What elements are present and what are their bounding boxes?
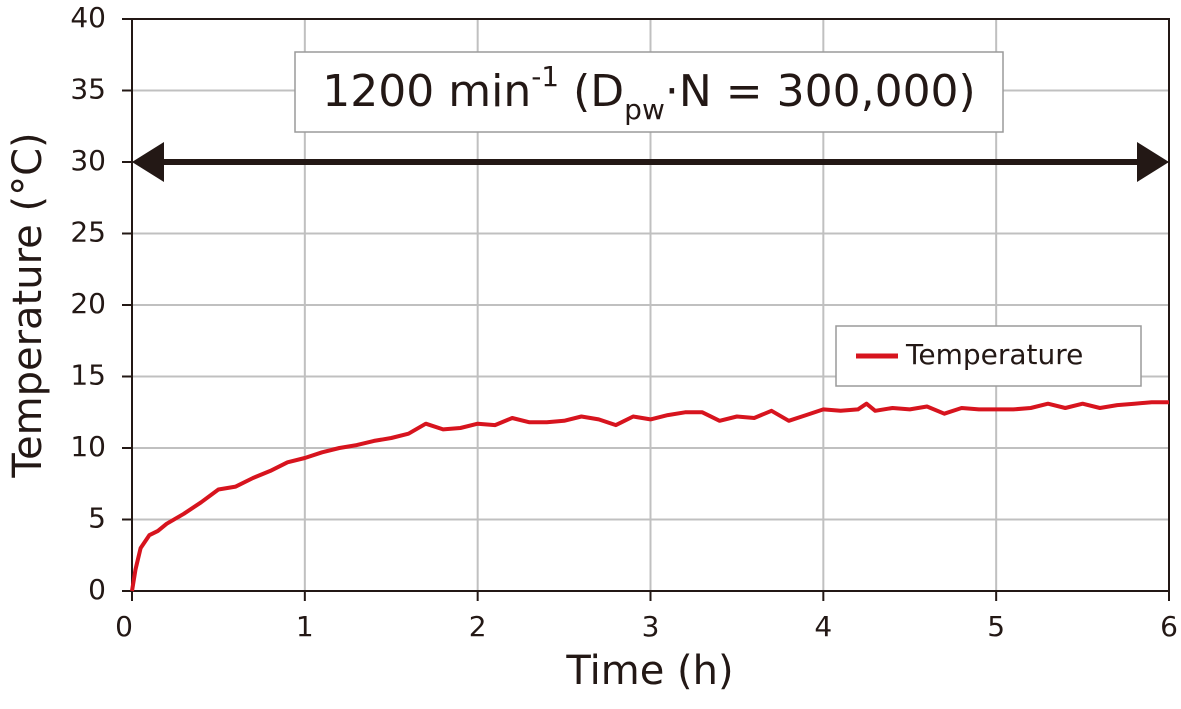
arrow-head xyxy=(1137,142,1169,182)
annotation-part: pw xyxy=(624,93,665,126)
annotation: 1200 min-1 (Dpw·N = 300,000) xyxy=(322,60,975,126)
arrow-head xyxy=(132,142,164,182)
line-series xyxy=(130,400,1169,592)
y-tick-label: 5 xyxy=(88,502,106,535)
annotation-part: 1200 min xyxy=(322,66,531,117)
y-tick-label: 20 xyxy=(70,287,106,320)
annotation-part: -1 xyxy=(531,60,559,93)
y-tick-label: 35 xyxy=(70,73,106,106)
x-tick-label: 6 xyxy=(1160,610,1178,643)
y-axis-title: Temperature (°C) xyxy=(5,132,51,478)
legend-label: Temperature xyxy=(905,338,1083,371)
y-tick-label: 15 xyxy=(70,359,106,392)
x-tick-label: 5 xyxy=(987,610,1005,643)
x-tick-label: 3 xyxy=(642,610,660,643)
x-tick-label: 0 xyxy=(115,610,133,643)
y-tick-label: 30 xyxy=(70,144,106,177)
y-tick-label: 0 xyxy=(88,573,106,606)
y-tick-label: 40 xyxy=(70,1,106,34)
y-tick-label: 25 xyxy=(70,216,106,249)
annotation-part: (D xyxy=(559,66,624,117)
x-tick-label: 2 xyxy=(469,610,487,643)
x-axis-title: Time (h) xyxy=(565,648,733,694)
double-arrow xyxy=(132,142,1169,182)
annotation-box xyxy=(294,51,1004,133)
x-tick-label: 4 xyxy=(814,610,832,643)
y-tick-label: 10 xyxy=(70,430,106,463)
annotation-part: ·N = 300,000) xyxy=(665,66,976,117)
x-tick-label: 1 xyxy=(296,610,314,643)
plot-border xyxy=(131,18,1170,592)
